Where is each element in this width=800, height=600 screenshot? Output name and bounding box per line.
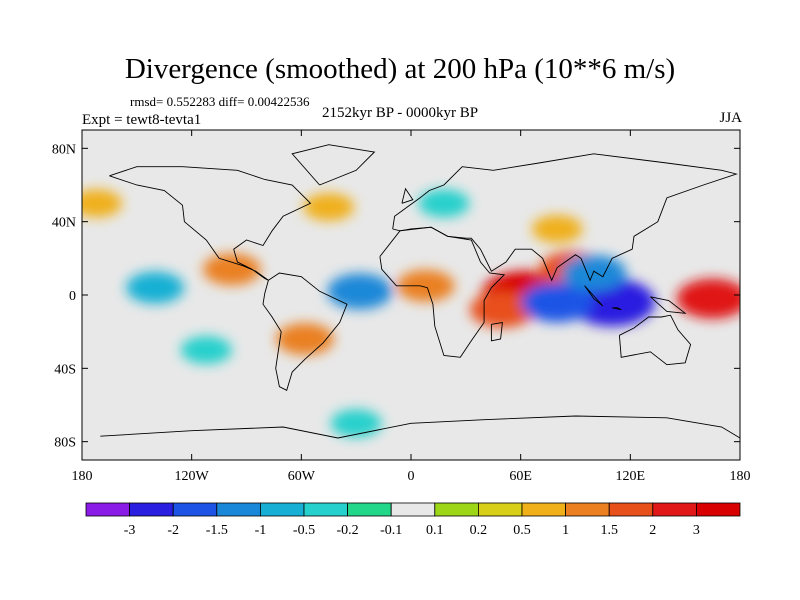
coastline-1 bbox=[262, 272, 348, 391]
x-tick-label: 180 bbox=[730, 469, 751, 484]
y-tick-label: 40S bbox=[54, 362, 76, 377]
colorbar-box bbox=[477, 502, 523, 517]
y-tick-label: 40N bbox=[52, 216, 76, 231]
colorbar-box bbox=[608, 502, 654, 517]
coastline-6 bbox=[100, 415, 740, 439]
field-region-south-pacific-negative bbox=[180, 336, 232, 364]
coastline-2 bbox=[392, 153, 738, 282]
field-region-central-africa-positive bbox=[396, 269, 455, 302]
coastline-9 bbox=[650, 296, 687, 314]
chart-title: Divergence (smoothed) at 200 hPa (10**6 … bbox=[124, 53, 676, 85]
field-region-southeast-asia-negative bbox=[561, 255, 627, 291]
field-region-central-america-positive bbox=[202, 253, 261, 286]
y-tick-label: 80S bbox=[54, 436, 76, 451]
colorbar-box bbox=[129, 502, 174, 517]
field-region-east-africa-positive bbox=[469, 291, 535, 328]
field-region-europe-negative bbox=[418, 189, 470, 218]
coastline-11 bbox=[291, 144, 376, 186]
colorbar-box bbox=[390, 502, 436, 517]
field-region-west-pacific-positive bbox=[676, 278, 740, 319]
colorbar-box bbox=[696, 502, 741, 517]
y-tick-label: 80N bbox=[52, 142, 76, 157]
coastline-0 bbox=[109, 166, 312, 281]
colorbar-label: -0.5 bbox=[293, 523, 315, 538]
coastline-7 bbox=[584, 285, 604, 307]
colorbar-label: 0.5 bbox=[513, 523, 531, 538]
colorbar-label: 0.1 bbox=[426, 523, 444, 538]
field-region-tibet-positive bbox=[531, 215, 583, 243]
colorbar-box bbox=[259, 502, 305, 517]
field-region-southern-ocean-negative bbox=[330, 409, 382, 438]
colorbar-box bbox=[434, 502, 479, 517]
left-subtitle: Expt = tewt8-tevta1 bbox=[82, 112, 202, 128]
x-tick-label: 120W bbox=[175, 469, 210, 484]
colorbar-box bbox=[565, 502, 610, 517]
right-subtitle: JJA bbox=[719, 110, 742, 126]
field-region-north-atlantic-positive bbox=[303, 193, 355, 221]
colorbar-label: -1.5 bbox=[206, 523, 228, 538]
colorbar: -3 -2 -1.5 -1 -0.5 -0.2 -0.1 0.1 0.2 0.5 1 1.5 2 3 bbox=[85, 502, 741, 538]
colorbar-label: -1 bbox=[255, 523, 267, 538]
field-region-indian-ocean-negative bbox=[521, 282, 594, 323]
field-region-south-america-positive bbox=[275, 323, 334, 355]
field-region-atlantic-negative bbox=[327, 273, 393, 310]
center-subtitle: 2152kyr BP - 0000kyr BP bbox=[322, 105, 479, 121]
field-region-east-pacific-negative bbox=[126, 271, 185, 304]
coastline-10 bbox=[401, 187, 414, 204]
x-tick-label: 0 bbox=[408, 469, 415, 484]
coastline-4 bbox=[490, 321, 503, 342]
x-tick-label: 60W bbox=[288, 469, 316, 484]
colorbar-label: 3 bbox=[693, 523, 700, 538]
colorbar-label: 1 bbox=[562, 523, 569, 538]
colorbar-box bbox=[652, 502, 697, 517]
colorbar-box bbox=[172, 502, 218, 517]
divergence-field bbox=[82, 189, 740, 438]
colorbar-label: 0.2 bbox=[470, 523, 488, 538]
coastline-3 bbox=[379, 226, 506, 358]
colorbar-box bbox=[303, 502, 348, 517]
colorbar-label: -0.1 bbox=[380, 523, 402, 538]
x-tick-label: 60E bbox=[509, 469, 532, 484]
colorbar-box bbox=[347, 502, 392, 517]
coastline-5 bbox=[618, 314, 692, 366]
stats-text: rmsd= 0.552283 diff= 0.00422536 bbox=[130, 94, 310, 109]
x-tick-label: 180 bbox=[72, 469, 93, 484]
colorbar-label: -2 bbox=[167, 523, 179, 538]
colorbar-box bbox=[85, 502, 130, 517]
colorbar-label: -0.2 bbox=[337, 523, 359, 538]
colorbar-box bbox=[216, 502, 261, 517]
coastline-8 bbox=[612, 307, 622, 311]
field-region-north-pacific-positive bbox=[82, 189, 123, 218]
axis-ticks: 180 120W 60W 0 60E 120E 180 80N 40N 0 40S 80S bbox=[52, 130, 751, 484]
colorbar-label: -3 bbox=[124, 523, 136, 538]
x-tick-label: 120E bbox=[616, 469, 646, 484]
colorbar-label: 2 bbox=[649, 523, 656, 538]
coastlines bbox=[100, 144, 740, 439]
y-tick-label: 0 bbox=[69, 289, 76, 304]
colorbar-label: 1.5 bbox=[600, 523, 618, 538]
colorbar-box bbox=[521, 502, 566, 517]
